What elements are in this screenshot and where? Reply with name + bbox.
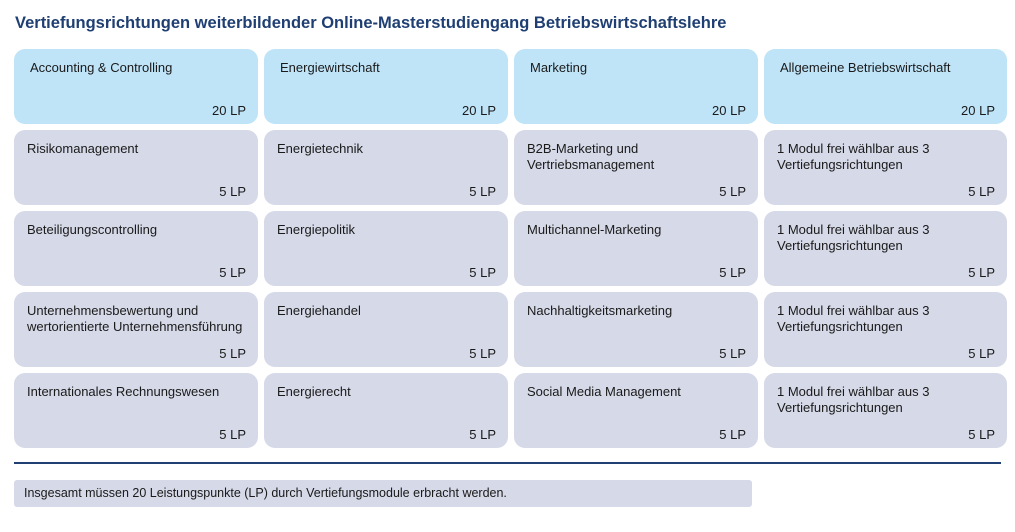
module-cell: Nachhaltigkeitsmarketing 5 LP [514,292,758,367]
module-cell: 1 Modul frei wählbar aus 3 Vertiefungsri… [764,130,1007,205]
module-name: 1 Modul frei wählbar aus 3 Vertiefungsri… [777,303,930,334]
credit-points: 5 LP [719,265,746,280]
specialization-name: Allgemeine Betriebswirtschaft [780,60,951,75]
module-cell: Multichannel-Marketing 5 LP [514,211,758,286]
module-cell: Energietechnik 5 LP [264,130,508,205]
module-name: Social Media Management [527,384,681,399]
credit-points: 5 LP [219,427,246,442]
divider [14,462,1001,464]
module-name: Internationales Rechnungswesen [27,384,220,399]
module-name: Energiepolitik [277,222,356,237]
credit-points: 5 LP [968,265,995,280]
credit-points: 5 LP [219,346,246,361]
credit-points: 20 LP [961,103,995,118]
module-cell: Energierecht 5 LP [264,373,508,448]
specialization-header-allgemeine-bwl: Allgemeine Betriebswirtschaft 20 LP [764,49,1007,124]
credit-points: 5 LP [719,346,746,361]
credit-points: 5 LP [968,184,995,199]
page-title: Vertiefungsrichtungen weiterbildender On… [15,14,727,32]
specialization-name: Accounting & Controlling [30,60,173,75]
credit-points: 5 LP [469,427,496,442]
module-name: Energietechnik [277,141,363,156]
module-cell: Social Media Management 5 LP [514,373,758,448]
credit-points: 5 LP [219,184,246,199]
module-cell: 1 Modul frei wählbar aus 3 Vertiefungsri… [764,292,1007,367]
credit-points: 5 LP [469,265,496,280]
module-cell: B2B-Marketing und Vertriebsmanagement 5 … [514,130,758,205]
module-cell: Internationales Rechnungswesen 5 LP [14,373,258,448]
module-cell: Unternehmensbewertung und wertorientiert… [14,292,258,367]
module-cell: Beteiligungscontrolling 5 LP [14,211,258,286]
module-name: Energiehandel [277,303,361,318]
module-cell: Energiehandel 5 LP [264,292,508,367]
module-name: Nachhaltigkeitsmarketing [527,303,673,318]
credit-points: 20 LP [462,103,496,118]
credit-points: 5 LP [469,184,496,199]
specialization-grid: Accounting & Controlling 20 LP Energiewi… [14,49,1007,448]
module-name: B2B-Marketing und Vertriebsmanagement [527,141,655,172]
module-name: Beteiligungscontrolling [27,222,158,237]
specialization-name: Energiewirtschaft [280,60,380,75]
credit-points: 20 LP [212,103,246,118]
module-name: Energierecht [277,384,351,399]
module-cell: 1 Modul frei wählbar aus 3 Vertiefungsri… [764,373,1007,448]
credit-points: 5 LP [719,427,746,442]
credit-points: 5 LP [968,346,995,361]
specialization-name: Marketing [530,60,588,75]
specialization-header-marketing: Marketing 20 LP [514,49,758,124]
module-cell: Risikomanagement 5 LP [14,130,258,205]
module-name: Unternehmensbewertung und wertorientiert… [27,303,243,334]
credit-points: 20 LP [712,103,746,118]
credit-points: 5 LP [719,184,746,199]
footer-note: Insgesamt müssen 20 Leistungspunkte (LP)… [14,480,752,507]
credit-points: 5 LP [968,427,995,442]
module-cell: 1 Modul frei wählbar aus 3 Vertiefungsri… [764,211,1007,286]
module-name: 1 Modul frei wählbar aus 3 Vertiefungsri… [777,141,930,172]
credit-points: 5 LP [219,265,246,280]
credit-points: 5 LP [469,346,496,361]
module-name: Risikomanagement [27,141,139,156]
module-name: 1 Modul frei wählbar aus 3 Vertiefungsri… [777,222,930,253]
module-name: Multichannel-Marketing [527,222,662,237]
specialization-header-energiewirtschaft: Energiewirtschaft 20 LP [264,49,508,124]
module-cell: Energiepolitik 5 LP [264,211,508,286]
module-name: 1 Modul frei wählbar aus 3 Vertiefungsri… [777,384,930,415]
specialization-header-accounting: Accounting & Controlling 20 LP [14,49,258,124]
